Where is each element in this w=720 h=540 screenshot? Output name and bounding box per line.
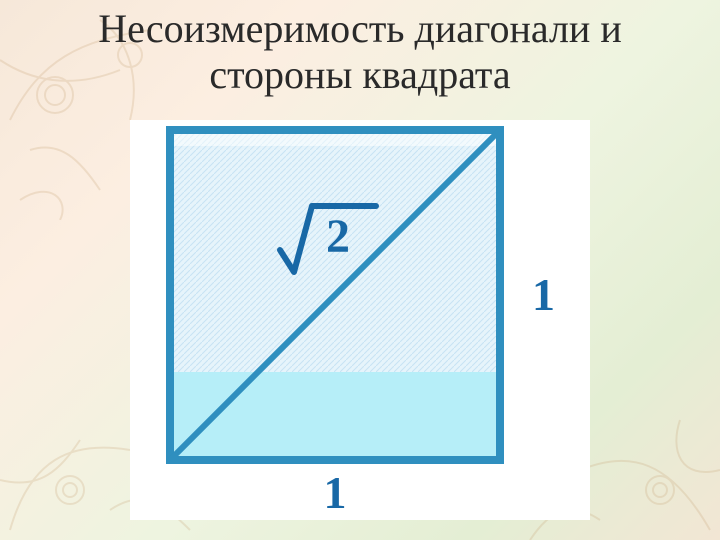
diagonal-label: 2: [326, 210, 350, 263]
square-group: [170, 130, 500, 460]
square-diagram: 2 1 1: [130, 120, 590, 520]
bottom-side-label: 1: [324, 467, 347, 518]
title-line2: стороны квадрата: [209, 52, 510, 97]
slide: Несоизмеримость диагонали и стороны квад…: [0, 0, 720, 540]
title-line1: Несоизмеримость диагонали и: [98, 6, 622, 51]
square-bottom-band: [170, 372, 500, 460]
right-side-label: 1: [532, 269, 555, 320]
slide-title: Несоизмеримость диагонали и стороны квад…: [0, 6, 720, 98]
